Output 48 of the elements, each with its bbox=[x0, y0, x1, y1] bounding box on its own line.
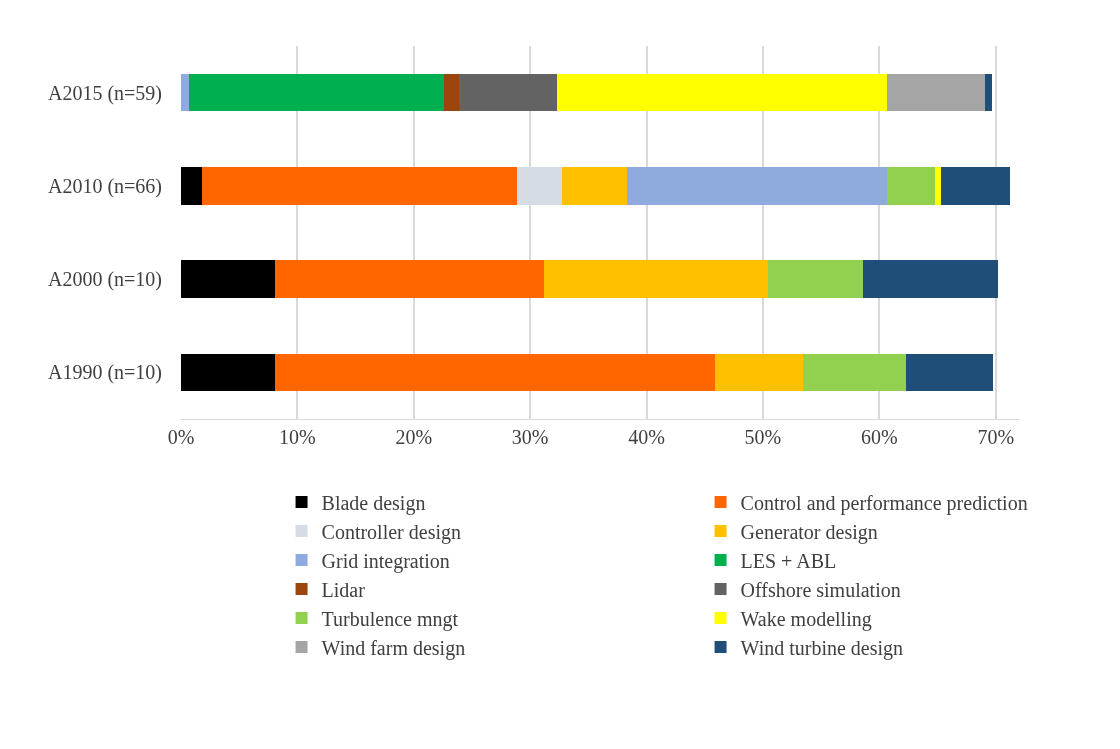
bar bbox=[181, 353, 276, 392]
x-tick-label: 40% bbox=[628, 426, 665, 448]
bar bbox=[887, 73, 986, 112]
legend-label: Controller design bbox=[321, 520, 461, 544]
y-tick-label: A2010 (n=66) bbox=[47, 174, 162, 198]
legend-label: Wind farm design bbox=[321, 636, 466, 660]
y-tick-label: A2000 (n=10) bbox=[47, 268, 162, 292]
bar bbox=[561, 167, 627, 205]
x-tick-label: 0% bbox=[167, 426, 195, 448]
x-tick-label: 60% bbox=[860, 426, 898, 448]
bar bbox=[941, 167, 1010, 205]
bar bbox=[935, 167, 942, 205]
x-tick-label: 20% bbox=[395, 426, 433, 448]
bar bbox=[802, 353, 907, 392]
legend-label: Control and performance prediction bbox=[740, 491, 1028, 515]
bar bbox=[201, 167, 518, 205]
bar bbox=[767, 260, 864, 298]
bar bbox=[189, 73, 445, 112]
bar bbox=[275, 353, 716, 392]
y-tick-label: A1990 (n=10) bbox=[47, 361, 162, 385]
legend-label: Generator design bbox=[740, 520, 878, 544]
bar bbox=[863, 260, 999, 298]
y-tick-label: A2015 (n=59) bbox=[47, 81, 162, 105]
bar bbox=[887, 167, 936, 205]
bar bbox=[181, 260, 276, 298]
bar bbox=[444, 73, 460, 112]
legend-label: Grid integration bbox=[321, 549, 450, 573]
bar bbox=[556, 73, 888, 112]
x-tick-label: 10% bbox=[279, 426, 316, 448]
legend-label: Turbulence mngt bbox=[321, 607, 459, 631]
legend-label: Offshore simulation bbox=[740, 578, 901, 601]
x-tick-label: 70% bbox=[977, 426, 1015, 448]
bar bbox=[715, 353, 803, 392]
legend-label: LES + ABL bbox=[740, 549, 837, 572]
bar bbox=[181, 73, 190, 112]
bar bbox=[985, 73, 993, 112]
x-tick-label: 50% bbox=[744, 426, 782, 448]
legend-label: Blade design bbox=[321, 491, 426, 515]
bar bbox=[544, 260, 768, 298]
x-tick-label: 30% bbox=[511, 426, 549, 448]
bar bbox=[275, 260, 545, 298]
legend-label: Wind turbine design bbox=[740, 636, 904, 660]
bar bbox=[459, 73, 557, 112]
bar bbox=[626, 167, 888, 205]
bar bbox=[906, 353, 994, 392]
legend-label: Lidar bbox=[321, 578, 366, 601]
bar bbox=[181, 167, 202, 205]
legend-label: Wake modelling bbox=[740, 607, 872, 631]
